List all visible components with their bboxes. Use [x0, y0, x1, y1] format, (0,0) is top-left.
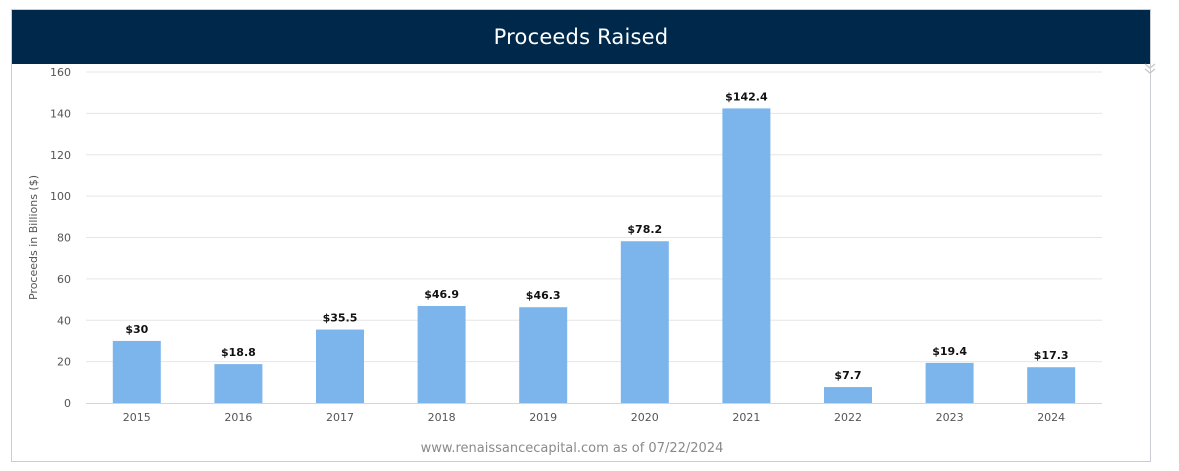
- chart-panel: Proceeds Raised: [11, 9, 1151, 462]
- x-tick-label: 2015: [123, 411, 151, 424]
- x-tick-label: 2022: [834, 411, 862, 424]
- bars: [112, 108, 1076, 403]
- bar-2018[interactable]: [417, 305, 466, 403]
- y-tick-label: 100: [50, 190, 71, 203]
- y-tick-label: 0: [64, 397, 71, 410]
- x-tick-label: 2017: [326, 411, 354, 424]
- data-label: $142.4: [725, 90, 768, 103]
- y-tick-label: 80: [57, 232, 71, 245]
- y-tick-label: 60: [57, 273, 71, 286]
- data-label: $19.4: [932, 345, 967, 358]
- x-tick-label: 2023: [936, 411, 964, 424]
- data-label: $46.9: [424, 288, 459, 301]
- y-axis-ticks: 0 20 40 60 80 100 120 140 160: [50, 66, 71, 410]
- y-tick-label: 40: [57, 314, 71, 327]
- chart-header: Proceeds Raised: [12, 10, 1150, 64]
- y-axis-label: Proceeds in Billions ($): [27, 175, 40, 300]
- bar-2017[interactable]: [316, 329, 364, 403]
- data-label: $17.3: [1034, 349, 1069, 362]
- data-label: $30: [125, 323, 148, 336]
- x-tick-label: 2019: [529, 411, 557, 424]
- chevron-double-down-icon[interactable]: [1143, 61, 1157, 75]
- bar-2024[interactable]: [1027, 367, 1076, 403]
- gridlines: [86, 71, 1102, 363]
- bar-2015[interactable]: [112, 340, 161, 403]
- x-tick-label: 2021: [732, 411, 760, 424]
- data-label: $18.8: [221, 346, 256, 359]
- y-tick-label: 160: [50, 66, 71, 79]
- bar-2016[interactable]: [214, 364, 263, 403]
- x-tick-label: 2020: [631, 411, 659, 424]
- data-label: $78.2: [627, 223, 662, 236]
- page-title: Proceeds Raised: [493, 25, 669, 49]
- x-axis-ticks: 2015 2016 2017 2018 2019 2020 2021 2022 2023 2024: [123, 411, 1065, 424]
- data-labels: $30 $18.8 $35.5 $46.9 $46.3 $78.2 $142.4 $7.7 $1…: [125, 90, 1068, 382]
- y-tick-label: 140: [50, 107, 71, 120]
- bar-2019[interactable]: [519, 307, 568, 403]
- y-tick-label: 120: [50, 149, 71, 162]
- x-tick-label: 2016: [224, 411, 252, 424]
- source-footer: www.renaissancecapital.com as of 07/22/2…: [421, 441, 724, 456]
- bar-2022[interactable]: [824, 387, 872, 403]
- data-label: $35.5: [323, 312, 358, 325]
- bar-2020[interactable]: [620, 241, 669, 403]
- data-label: $46.3: [526, 289, 561, 302]
- x-tick-label: 2024: [1037, 411, 1065, 424]
- x-tick-label: 2018: [428, 411, 456, 424]
- bar-2023[interactable]: [925, 362, 974, 403]
- bar-2021[interactable]: [722, 108, 771, 403]
- data-label: $7.7: [834, 369, 861, 382]
- y-tick-label: 20: [57, 356, 71, 369]
